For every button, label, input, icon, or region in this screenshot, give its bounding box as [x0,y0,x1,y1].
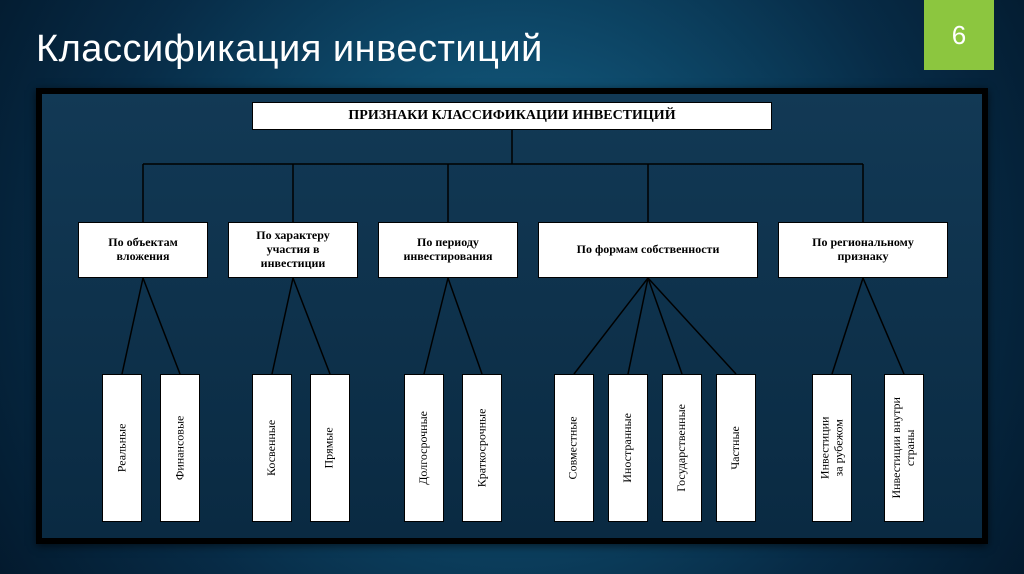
leaf-label: Краткосрочные [475,409,489,488]
root-box: ПРИЗНАКИ КЛАССИФИКАЦИИ ИНВЕСТИЦИЙ [252,102,772,130]
leaf-box: Прямые [310,374,350,522]
leaf-label: Инвестиции внутристраны [890,397,918,498]
leaf-label: Долгосрочные [417,411,431,485]
leaf-label: Совместные [567,416,581,479]
leaf-label: Прямые [323,427,337,468]
leaf-box: Долгосрочные [404,374,444,522]
category-box: По характеруучастия винвестиции [228,222,358,278]
category-box: По периодуинвестирования [378,222,518,278]
diagram-panel: ПРИЗНАКИ КЛАССИФИКАЦИИ ИНВЕСТИЦИЙ По объ… [36,88,988,544]
slide-number-box: 6 [924,0,994,70]
leaf-label: Иностранные [621,413,635,483]
leaf-box: Краткосрочные [462,374,502,522]
leaf-box: Иностранные [608,374,648,522]
leaf-box: Финансовые [160,374,200,522]
category-box: По формам собственности [538,222,758,278]
slide-number: 6 [952,20,966,51]
leaf-box: Частные [716,374,756,522]
leaf-label: Реальные [115,424,129,473]
leaf-box: Инвестицииза рубежом [812,374,852,522]
leaf-box: Государственные [662,374,702,522]
leaf-box: Реальные [102,374,142,522]
category-box: По объектамвложения [78,222,208,278]
leaf-label: Частные [729,426,743,470]
slide-title: Классификация инвестиций [36,28,543,71]
leaf-box: Косвенные [252,374,292,522]
leaf-box: Совместные [554,374,594,522]
leaf-label: Инвестицииза рубежом [818,417,846,480]
category-box: По региональномупризнаку [778,222,948,278]
leaf-label: Финансовые [173,416,187,480]
leaf-label: Косвенные [265,420,279,476]
leaf-box: Инвестиции внутристраны [884,374,924,522]
leaf-label: Государственные [675,404,689,492]
